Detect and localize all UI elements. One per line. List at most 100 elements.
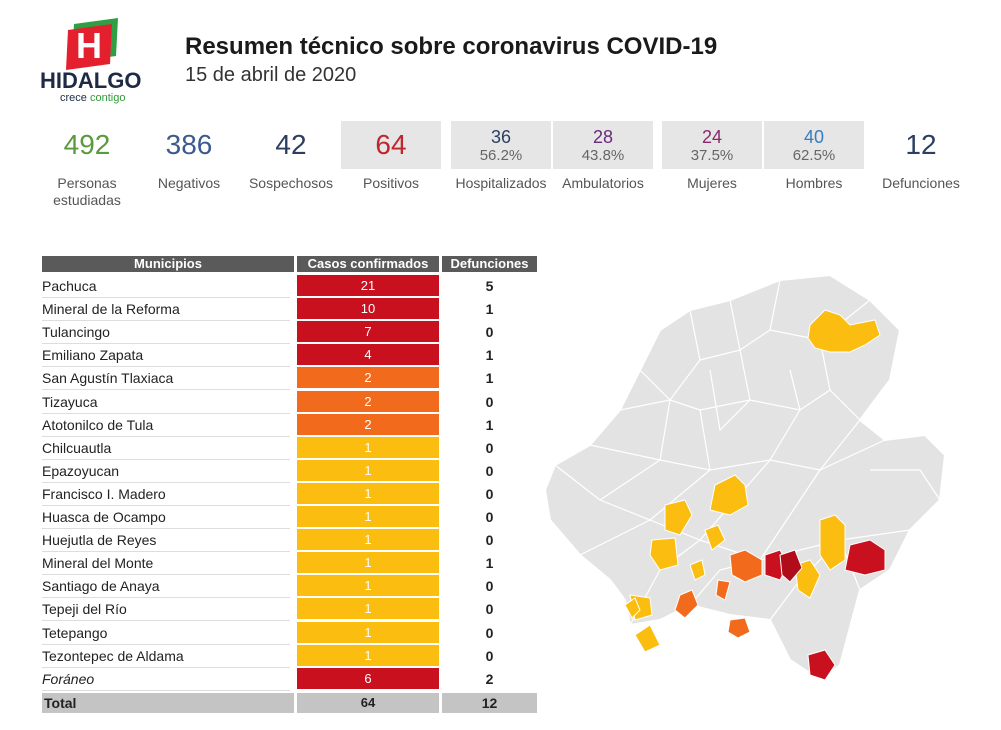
region-fimadero [624, 597, 641, 619]
region-tulancingo [819, 514, 846, 571]
header-defunciones: Defunciones [442, 256, 537, 272]
stat-label: Negativos [157, 175, 221, 191]
svg-text:H: H [76, 25, 102, 66]
deaths-cell: 0 [485, 485, 494, 502]
region-extra-orange [715, 579, 731, 601]
deaths-cell: 1 [485, 347, 494, 364]
total-cases: 64 [360, 695, 376, 710]
row-divider [42, 412, 290, 414]
row-divider [42, 666, 290, 668]
cases-cell: 1 [297, 482, 439, 504]
row-divider [42, 458, 290, 460]
deaths-cell: 0 [485, 578, 494, 595]
cases-cell: 7 [297, 321, 439, 343]
row-divider [42, 620, 290, 622]
deaths-cell: 2 [485, 670, 494, 687]
deaths-cell: 1 [485, 555, 494, 572]
municipio-name: San Agustín Tlaxiaca [42, 370, 174, 387]
row-divider [42, 643, 290, 645]
stat-label: Ambulatorios [562, 175, 644, 191]
row-divider [42, 597, 290, 599]
municipio-name: Huejutla de Reyes [42, 532, 157, 549]
total-label: Total [44, 695, 77, 711]
stat-percent: 37.5% [690, 147, 734, 164]
stat-hombres: 40 62.5% Hombres [764, 121, 864, 192]
municipio-name: Tepeji del Río [42, 601, 127, 618]
logo-wordmark: HIDALGO [40, 68, 142, 93]
cases-cell: 2 [297, 367, 439, 389]
stat-percent: 43.8% [581, 147, 625, 164]
municipio-name: Huasca de Ocampo [42, 509, 166, 525]
row-divider [42, 689, 290, 691]
municipio-name: Mineral del Monte [42, 555, 154, 572]
stat-personas: 492 Personas estudiadas [32, 121, 142, 209]
logo-tagline: crece contigo [60, 92, 126, 104]
stat-positivos: 64 Positivos [341, 121, 441, 192]
region-santiago-anaya [664, 499, 693, 536]
cases-cell: 1 [297, 575, 439, 597]
hidalgo-map [543, 273, 947, 682]
row-divider [42, 366, 290, 368]
deaths-cell: 1 [485, 370, 494, 387]
cases-cell: 21 [297, 275, 439, 296]
deaths-cell: 0 [485, 647, 494, 664]
deaths-cell: 1 [485, 301, 494, 318]
region-tizayuca [727, 617, 751, 639]
region-huejutla [807, 309, 881, 353]
stat-percent: 56.2% [479, 147, 523, 164]
region-mineral-del-monte [704, 524, 726, 551]
region-chilcuautla [649, 537, 679, 571]
report-date: 15 de abril de 2020 [185, 64, 357, 86]
row-divider [42, 435, 290, 437]
deaths-cell: 0 [485, 393, 494, 410]
cases-cell: 1 [297, 621, 439, 643]
municipio-name: Francisco I. Madero [42, 485, 166, 502]
stat-value: 386 [165, 129, 213, 160]
stat-label: Positivos [362, 175, 420, 191]
municipio-name: Emiliano Zapata [42, 347, 144, 364]
region-tepeji [634, 624, 661, 653]
row-divider [42, 574, 290, 576]
row-divider [42, 504, 290, 506]
row-divider [42, 297, 290, 298]
cases-cell: 4 [297, 344, 439, 366]
hidalgo-h-logo-icon: H [66, 18, 118, 70]
cases-cell: 1 [297, 436, 439, 458]
hidalgo-logo: H HIDALGO crece contigo [40, 16, 155, 106]
row-divider [42, 320, 290, 322]
stat-value: 42 [275, 129, 307, 160]
municipio-name: Epazoyucan [42, 462, 120, 479]
stat-mujeres: 24 37.5% Mujeres [662, 121, 762, 192]
deaths-cell: 0 [485, 624, 494, 641]
stat-value: 64 [375, 129, 407, 160]
region-huasca [709, 474, 749, 516]
municipio-name: Tezontepec de Aldama [42, 647, 184, 664]
deaths-cell: 0 [485, 532, 494, 549]
cases-cell: 1 [297, 459, 439, 481]
municipio-name: Tizayuca [42, 393, 98, 410]
cases-cell: 1 [297, 529, 439, 551]
municipio-name: Foráneo [42, 670, 95, 687]
cases-cell: 2 [297, 413, 439, 435]
municipio-name: Pachuca [42, 278, 97, 294]
cases-cell: 1 [297, 598, 439, 620]
deaths-cell: 0 [485, 439, 494, 456]
stat-value: 36 [490, 127, 512, 147]
deaths-cell: 0 [485, 462, 494, 479]
municipio-name: Tetepango [42, 624, 108, 641]
stat-label: Hospitalizados [455, 175, 547, 191]
stat-value: 40 [803, 127, 825, 147]
municipio-name: Mineral de la Reforma [42, 301, 180, 318]
region-atotonilco [674, 589, 699, 619]
cases-cell: 6 [297, 667, 439, 689]
cases-cell: 1 [297, 552, 439, 574]
row-divider [42, 551, 290, 553]
stat-value: 28 [592, 127, 614, 147]
stat-value: 12 [905, 129, 937, 160]
stat-hospitalizados: 36 56.2% Hospitalizados [451, 121, 551, 192]
municipio-name: Chilcuautla [42, 439, 112, 456]
row-divider [42, 528, 290, 529]
cases-cell: 10 [297, 298, 439, 320]
municipio-name: Atotonilco de Tula [42, 416, 154, 433]
page-title: Resumen técnico sobre coronavirus COVID-… [185, 33, 718, 60]
